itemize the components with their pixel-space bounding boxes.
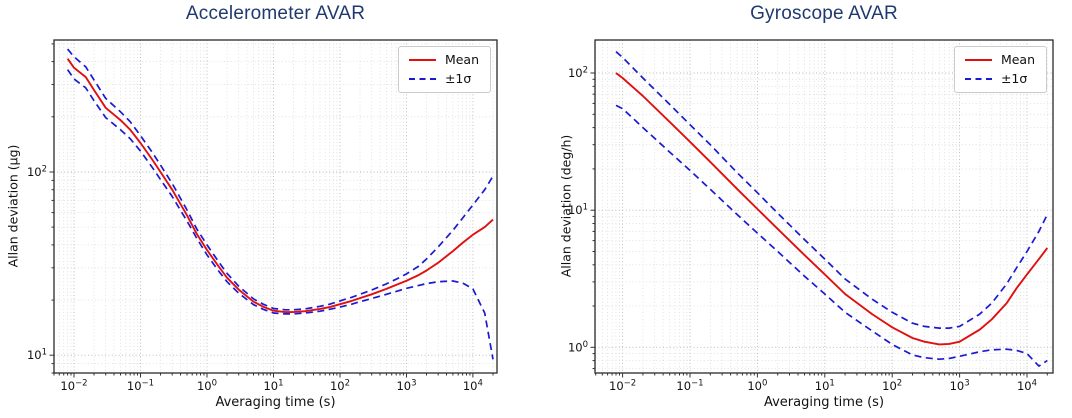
- chart-title-accelerometer: Accelerometer AVAR: [185, 3, 366, 24]
- x-tick-label: 102: [882, 379, 902, 394]
- x-tick-label: 101: [815, 379, 835, 394]
- y-tick-label: 102: [27, 165, 47, 180]
- chart-title-gyroscope: Gyroscope AVAR: [750, 3, 898, 24]
- legend-item-mean: Mean: [408, 52, 479, 67]
- y-tick-label: 102: [568, 66, 588, 81]
- legend-label-sigma: ±1σ: [1000, 70, 1028, 86]
- legend: Mean ±1σ: [953, 46, 1047, 93]
- legend-item-sigma: ±1σ: [964, 70, 1035, 86]
- mean-line-swatch: [964, 59, 992, 62]
- sigma-upper-line: [66, 48, 494, 311]
- mean-line: [615, 72, 1049, 346]
- axes-frame: [53, 39, 498, 374]
- legend-label-mean: Mean: [1000, 52, 1035, 67]
- y-tick-label: 101: [27, 348, 47, 363]
- sigma-line-swatch: [964, 77, 992, 80]
- mean-line-swatch: [408, 59, 436, 62]
- x-tick-label: 10−1: [676, 379, 703, 394]
- y-tick-label: 100: [568, 340, 588, 355]
- sigma-upper-line: [615, 51, 1049, 329]
- x-tick-label: 103: [950, 379, 970, 394]
- x-tick-label: 104: [1017, 379, 1037, 394]
- sigma-line-swatch: [408, 77, 436, 80]
- gyroscope-avar-chart: 10−2 10−1 100 101 102 103 104 100 101 102 Gyrosco…: [536, 0, 1072, 418]
- sigma-lower-line: [66, 69, 494, 360]
- legend: Mean ±1σ: [397, 46, 491, 93]
- x-tick-label: 103: [396, 379, 416, 394]
- x-tick-label: 10−1: [127, 379, 154, 394]
- legend-label-mean: Mean: [444, 52, 479, 67]
- y-axis-label: Allan deviation (μg): [5, 144, 21, 268]
- x-axis-label: Averaging time (s): [763, 395, 885, 410]
- x-tick-label: 104: [463, 379, 483, 394]
- legend-item-mean: Mean: [964, 52, 1035, 67]
- x-tick-label: 10−2: [609, 379, 636, 394]
- x-tick-label: 100: [197, 379, 217, 394]
- x-tick-label: 10−2: [60, 379, 87, 394]
- mean-line: [66, 58, 494, 314]
- x-tick-label: 100: [747, 379, 767, 394]
- x-tick-label: 102: [330, 379, 350, 394]
- x-tick-label: 101: [263, 379, 283, 394]
- legend-label-sigma: ±1σ: [444, 70, 472, 86]
- accelerometer-plot-canvas: 10−2 10−1 100 101 102 103 104 101 102: [27, 39, 498, 394]
- axes-frame: [594, 39, 1054, 374]
- accelerometer-avar-chart: 10−2 10−1 100 101 102 103 104 101 102 Accelerome…: [5, 3, 498, 410]
- y-axis-label: Allan deviation (deg/h): [558, 134, 574, 278]
- legend-item-sigma: ±1σ: [408, 70, 479, 86]
- x-axis-label: Averaging time (s): [215, 395, 336, 410]
